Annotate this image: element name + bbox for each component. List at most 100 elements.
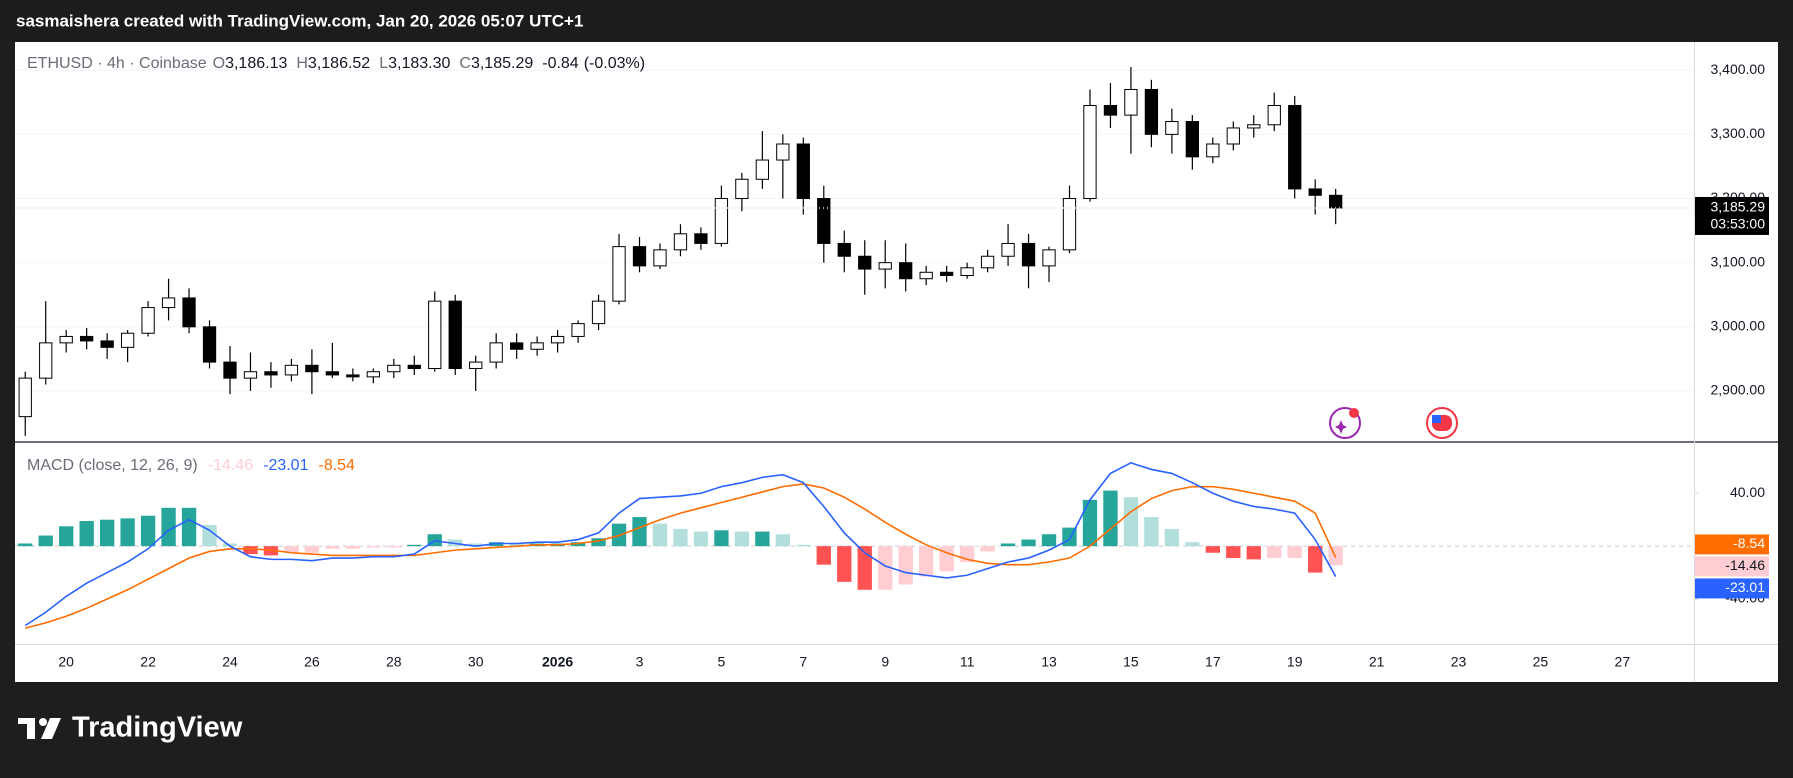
candle-body	[1103, 105, 1118, 116]
value-tag-label: -8.54	[1733, 535, 1765, 551]
logo-part	[27, 718, 35, 739]
countdown: 03:53:00	[1711, 216, 1766, 232]
candle-body	[1062, 198, 1077, 251]
candle-body	[489, 342, 503, 363]
histogram-bar	[468, 543, 483, 547]
histogram-bar	[775, 534, 791, 547]
candle-body	[591, 300, 606, 325]
panel	[15, 42, 1778, 682]
candle-body	[980, 255, 995, 269]
histogram-bar	[1164, 528, 1180, 547]
y-tick-label: 40.00	[1730, 484, 1765, 500]
histogram-bar	[161, 507, 176, 547]
candle-body	[366, 371, 380, 378]
value-tag-label: -23.01	[1725, 579, 1765, 595]
ohlc-key: L	[379, 55, 388, 72]
histogram-bar	[1021, 539, 1036, 547]
ohlc-value: 3,186.52	[308, 55, 370, 72]
candle-body	[1144, 88, 1159, 135]
histogram-bar	[1246, 546, 1261, 560]
candle-body	[837, 242, 851, 257]
candle-body	[878, 262, 892, 270]
histogram-bar	[1267, 546, 1282, 559]
candle-body	[39, 342, 53, 379]
last-price-box	[1695, 196, 1769, 235]
candle-body	[735, 178, 749, 200]
candle-body	[202, 326, 217, 363]
candle-body	[1185, 121, 1199, 158]
histogram-bar	[304, 546, 320, 553]
event-dot	[1349, 408, 1359, 418]
ohlc-key: H	[296, 55, 308, 72]
event-flag-canton	[1432, 415, 1441, 423]
x-tick-label: 11	[960, 654, 975, 670]
candle-body	[305, 364, 319, 373]
candle-body	[325, 371, 340, 376]
y-tick-label: 3,100.00	[1711, 253, 1766, 269]
event-icons	[1329, 407, 1458, 439]
candle-body	[653, 249, 667, 267]
candle-body	[714, 198, 729, 244]
legend: ETHUSD · 4h · Coinbase O3,186.13 H3,186.52…	[27, 55, 645, 72]
histogram-bar	[140, 515, 156, 547]
candle-body	[407, 364, 421, 370]
y-tick-label: 3,300.00	[1711, 125, 1766, 141]
x-tick-label: 25	[1533, 654, 1549, 670]
histogram-bar	[857, 546, 872, 590]
histogram-bar	[734, 531, 750, 547]
histogram-bar	[1041, 534, 1057, 547]
candle-body	[530, 342, 544, 350]
candle-body	[1165, 121, 1179, 135]
candle-body	[1247, 124, 1261, 129]
histogram-bar	[386, 546, 401, 548]
histogram-bar	[1205, 546, 1220, 553]
histogram-bar	[345, 546, 361, 549]
ohlc-key: C	[459, 55, 471, 72]
x-tick-label: 13	[1041, 654, 1057, 670]
histogram-bar	[591, 538, 606, 547]
histogram-bar	[325, 546, 340, 549]
candle-body	[1042, 249, 1056, 267]
candle-body	[1001, 242, 1015, 257]
candle-body	[550, 335, 565, 344]
candle-body	[776, 143, 790, 161]
candle-body	[612, 246, 626, 302]
candle-body	[1267, 105, 1281, 126]
x-tick-label: 7	[799, 654, 807, 670]
candle-body	[694, 233, 708, 244]
value-tag	[1695, 556, 1769, 577]
histogram-bar	[38, 535, 53, 547]
histogram-bar	[1000, 543, 1016, 547]
header-bar	[0, 0, 1793, 41]
candle-body	[1329, 194, 1343, 209]
logo-part	[41, 718, 61, 739]
x-tick-label: 27	[1615, 654, 1631, 670]
x-tick-label: 28	[386, 654, 402, 670]
histogram-bar	[673, 528, 688, 547]
histogram-bar	[1123, 497, 1139, 547]
logo-part	[18, 718, 35, 724]
x-tick-label: 26	[304, 654, 320, 670]
change-pct: (-0.03%)	[584, 55, 645, 72]
candle-body	[960, 267, 974, 276]
histogram-bar	[120, 518, 135, 547]
x-tick-label: 22	[140, 654, 156, 670]
x-tick-label: 9	[881, 654, 889, 670]
candle-body	[182, 297, 196, 328]
symbol: ETHUSD · 4h · Coinbase	[27, 55, 207, 72]
candle-body	[755, 159, 770, 180]
histogram-bar	[407, 544, 422, 547]
y-tick-label: 2,900.00	[1711, 382, 1766, 398]
histogram-bar	[99, 519, 115, 547]
candle-body	[100, 340, 114, 348]
candle-body	[1226, 127, 1240, 145]
x-tick-label: 21	[1369, 654, 1385, 670]
candle-body	[243, 371, 258, 379]
signal-line	[25, 483, 1337, 629]
histogram-bar	[898, 546, 913, 585]
candle-body	[919, 271, 933, 280]
histogram-bar	[693, 531, 709, 547]
ohlc-key: O	[213, 55, 225, 72]
histogram-bar	[284, 546, 299, 553]
